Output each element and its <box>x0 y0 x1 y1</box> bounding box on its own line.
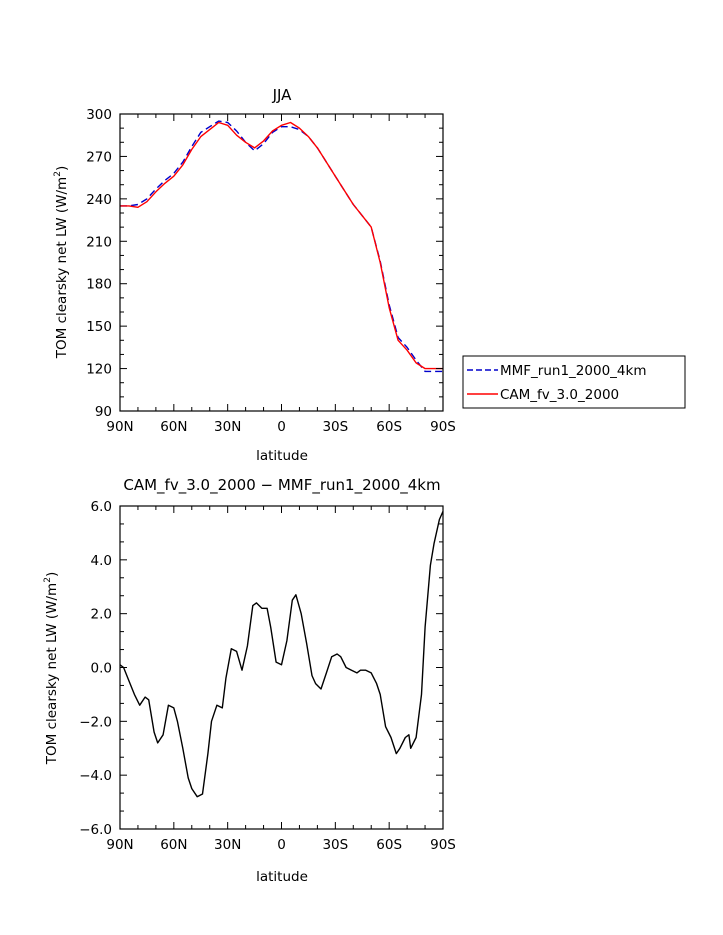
top-ytick-label: 180 <box>86 277 112 293</box>
bottom-xtick-label: 0 <box>277 837 286 853</box>
bottom-ytick-label: 2.0 <box>91 607 112 623</box>
top-ylabel-main: TOM clearsky net LW (W/m <box>54 177 70 359</box>
top-ticks: 90N 60N 30N 0 30S 60S 90S 90 120 150 180 210 240 270 3… <box>86 107 456 435</box>
top-xtick-label: 60N <box>160 419 187 435</box>
bottom-ytick-label: 0.0 <box>91 661 112 677</box>
top-xlabel: latitude <box>256 448 308 464</box>
top-title: JJA <box>272 86 293 104</box>
legend: MMF_run1_2000_4km CAM_fv_3.0_2000 <box>462 355 686 409</box>
bottom-xtick-label: 60N <box>160 837 187 853</box>
top-plot-frame <box>119 113 444 412</box>
bottom-ticks: 90N 60N 30N 0 30S 60S 90S −6.0 −4.0 −2.0 0.0 2.0 4.0… <box>79 499 456 853</box>
top-ytick-label: 270 <box>86 149 112 165</box>
bottom-xtick-label: 60S <box>376 837 402 853</box>
top-xtick-label: 90S <box>430 419 456 435</box>
bottom-ylabel-main: TOM clearsky net LW (W/m <box>44 583 60 765</box>
top-ytick-label: 300 <box>86 107 112 123</box>
bottom-xtick-label: 30N <box>214 837 241 853</box>
bottom-title: CAM_fv_3.0_2000 − MMF_run1_2000_4km <box>123 476 440 495</box>
top-ytick-label: 240 <box>86 192 112 208</box>
bottom-panel: CAM_fv_3.0_2000 − MMF_run1_2000_4km 90N 6… <box>43 476 456 885</box>
legend-label-mmf: MMF_run1_2000_4km <box>500 363 646 379</box>
top-xtick-label: 0 <box>277 419 286 435</box>
top-ylabel: TOM clearsky net LW (W/m2) <box>53 166 70 359</box>
bottom-ytick-label: −4.0 <box>79 768 112 784</box>
top-xtick-label: 30S <box>322 419 348 435</box>
top-series-group <box>120 120 443 373</box>
bottom-xlabel: latitude <box>256 869 308 885</box>
bottom-ytick-label: −2.0 <box>79 714 112 730</box>
top-ytick-label: 90 <box>95 404 112 420</box>
bottom-ytick-label: −6.0 <box>79 822 112 838</box>
bottom-ytick-label: 6.0 <box>91 499 112 515</box>
top-ylabel-sup: 2 <box>53 171 63 177</box>
top-ytick-label: 210 <box>86 234 112 250</box>
bottom-series-line-0 <box>119 511 444 798</box>
top-xtick-label: 60S <box>376 419 402 435</box>
top-ytick-label: 120 <box>86 362 112 378</box>
bottom-xtick-label: 90S <box>430 837 456 853</box>
bottom-xtick-label: 90N <box>106 837 133 853</box>
top-ytick-label: 150 <box>86 319 112 335</box>
top-panel: JJA 90N 60N 30N 0 30S 60S 90S 90 120 150 180 210 240… <box>53 86 456 464</box>
top-series-line-1 <box>120 121 443 370</box>
bottom-plot-frame <box>119 505 444 830</box>
bottom-ylabel-end: ) <box>44 572 60 577</box>
bottom-xtick-label: 30S <box>322 837 348 853</box>
bottom-ylabel: TOM clearsky net LW (W/m2) <box>43 572 60 765</box>
top-xtick-label: 30N <box>214 419 241 435</box>
bottom-ytick-label: 4.0 <box>91 553 112 569</box>
bottom-ylabel-sup: 2 <box>43 577 53 583</box>
bottom-series-group <box>119 511 444 798</box>
top-series-line-0 <box>120 120 443 373</box>
top-xtick-label: 90N <box>106 419 133 435</box>
legend-box <box>462 355 686 409</box>
top-ylabel-end: ) <box>54 166 70 171</box>
legend-label-cam: CAM_fv_3.0_2000 <box>500 387 619 403</box>
